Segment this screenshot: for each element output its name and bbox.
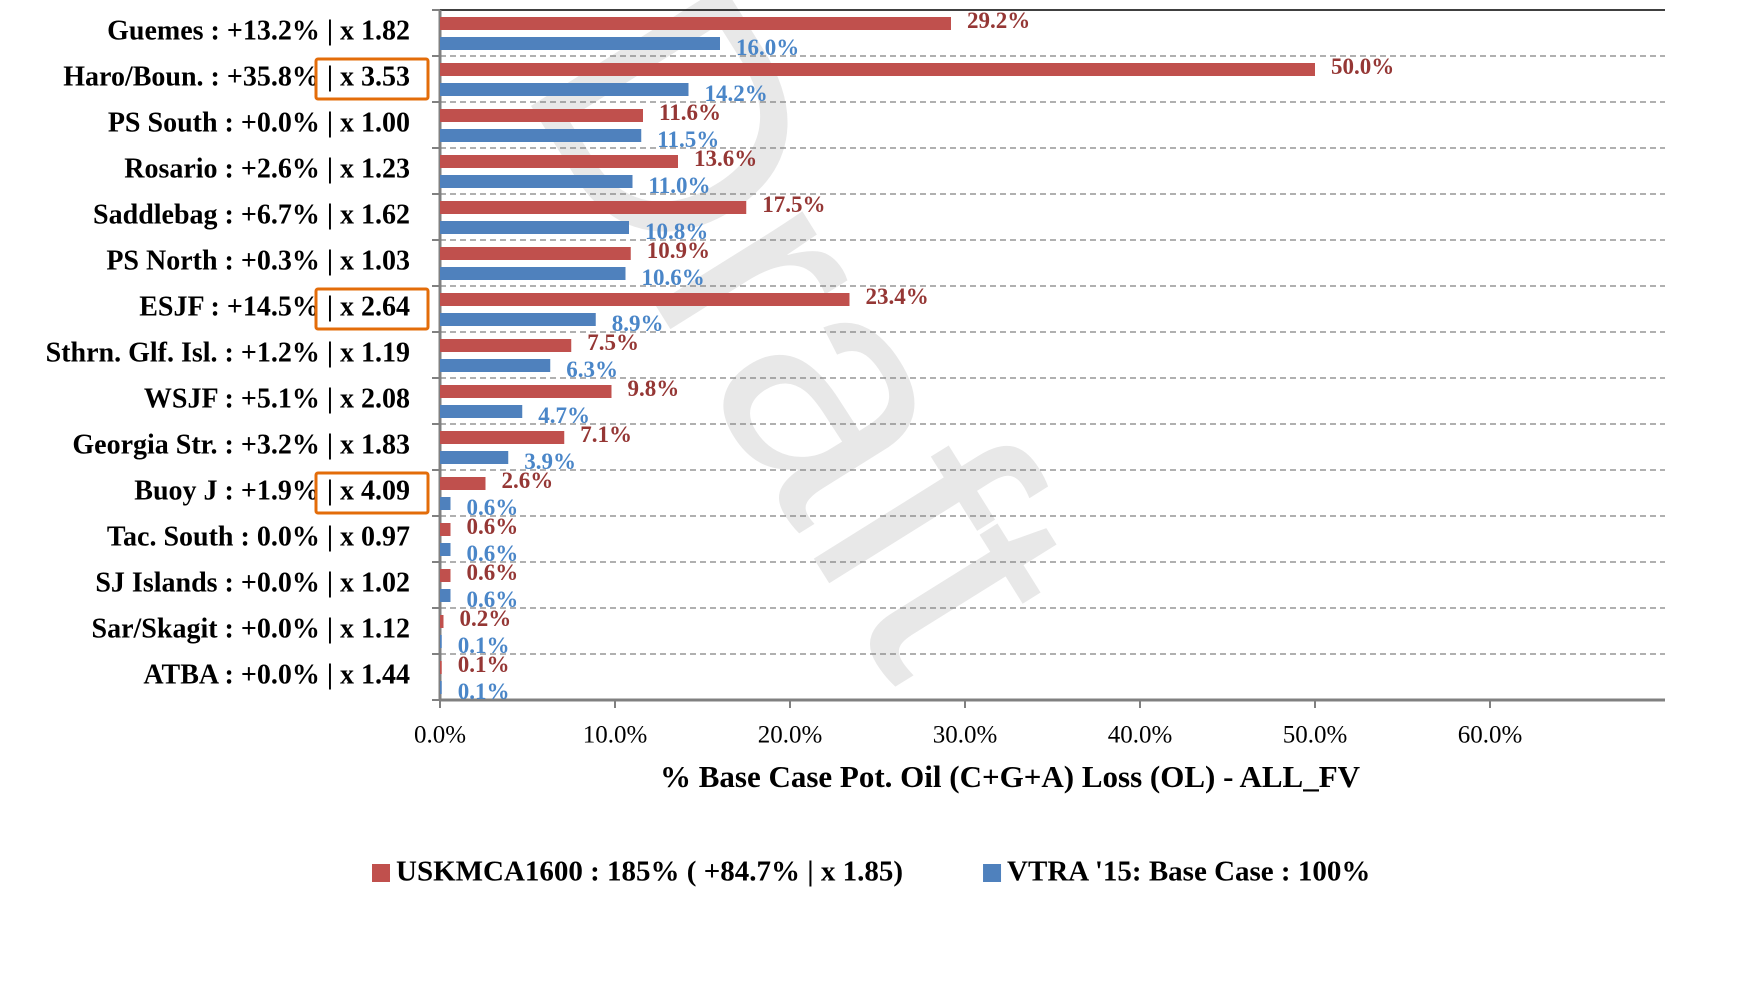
bar (440, 385, 612, 398)
bar (440, 615, 444, 628)
data-label: 0.2% (460, 606, 512, 631)
bar (440, 661, 442, 674)
bar (440, 313, 596, 326)
data-label: 17.5% (762, 192, 825, 217)
highlight-box (314, 471, 430, 515)
category-label: SJ Islands : +0.0% | x 1.02 (95, 567, 410, 598)
x-tick-label: 60.0% (1458, 722, 1523, 749)
data-label: 7.1% (580, 422, 632, 447)
bar (440, 247, 631, 260)
legend-swatch (983, 864, 1002, 882)
data-label: 3.9% (524, 449, 576, 474)
category-label: PS North : +0.3% | x 1.03 (106, 245, 410, 276)
category-label: WSJF : +5.1% | x 2.08 (144, 383, 410, 414)
bar (440, 109, 643, 122)
category-label: Guemes : +13.2% | x 1.82 (107, 15, 410, 46)
bar (440, 431, 565, 444)
data-label: 10.6% (642, 265, 705, 290)
bar (440, 293, 850, 306)
bar (440, 569, 451, 582)
data-label: 10.8% (645, 219, 708, 244)
data-label: 7.5% (587, 330, 639, 355)
data-label: 0.1% (458, 679, 510, 704)
data-label: 16.0% (736, 35, 799, 60)
x-tick-label: 10.0% (583, 722, 648, 749)
bar (440, 201, 747, 214)
bar (440, 339, 572, 352)
data-label: 0.6% (467, 560, 519, 585)
legend-swatch (372, 864, 390, 882)
data-label: 0.6% (467, 587, 519, 612)
bar (440, 17, 951, 30)
data-label: 0.1% (458, 633, 510, 658)
bar (440, 83, 689, 96)
data-label: 6.3% (566, 357, 618, 382)
highlight-box (314, 57, 430, 101)
category-label: Rosario : +2.6% | x 1.23 (124, 153, 410, 184)
category-label: Saddlebag : +6.7% | x 1.62 (93, 199, 410, 230)
bar (440, 63, 1315, 76)
category-label: Haro/Boun. : +35.8% | x 3.53 (63, 61, 410, 92)
category-label: ESJF : +14.5% | x 2.64 (139, 291, 410, 322)
category-label: PS South : +0.0% | x 1.00 (108, 107, 410, 138)
data-label: 11.6% (659, 100, 721, 125)
legend-label: VTRA '15: Base Case : 100% (1007, 856, 1370, 888)
x-tick-label: 20.0% (758, 722, 823, 749)
data-label: 50.0% (1331, 54, 1394, 79)
bar (440, 497, 451, 510)
bar (440, 359, 551, 372)
x-tick-label: 30.0% (933, 722, 998, 749)
highlight-box (314, 287, 430, 331)
data-label: 2.6% (502, 468, 554, 493)
category-label: Sthrn. Glf. Isl. : +1.2% | x 1.19 (46, 337, 410, 368)
bar (440, 175, 633, 188)
category-label: Tac. South : 0.0% | x 0.97 (107, 521, 410, 552)
data-label: 14.2% (705, 81, 768, 106)
category-label: ATBA : +0.0% | x 1.44 (143, 659, 410, 690)
bar (440, 543, 451, 556)
bar (440, 267, 626, 280)
data-label: 0.6% (467, 514, 519, 539)
category-label: Georgia Str. : +3.2% | x 1.83 (72, 429, 410, 460)
category-label: Buoy J : +1.9% | x 4.09 (134, 475, 410, 506)
bar (440, 477, 486, 490)
bar (440, 451, 509, 464)
x-tick-label: 50.0% (1283, 722, 1348, 749)
data-label: 13.6% (694, 146, 757, 171)
bar (440, 523, 451, 536)
data-label: 0.1% (458, 652, 510, 677)
data-label: 11.0% (649, 173, 711, 198)
data-label: 0.6% (467, 495, 519, 520)
data-label: 23.4% (866, 284, 929, 309)
data-label: 8.9% (612, 311, 664, 336)
x-axis-title: % Base Case Pot. Oil (C+G+A) Loss (OL) -… (660, 759, 1361, 794)
bar (440, 405, 523, 418)
category-label: Sar/Skagit : +0.0% | x 1.12 (92, 613, 410, 644)
data-label: 11.5% (657, 127, 719, 152)
bar (440, 155, 678, 168)
bar (440, 635, 442, 648)
x-tick-label: 40.0% (1108, 722, 1173, 749)
bar (440, 129, 642, 142)
bar (440, 681, 442, 694)
data-label: 4.7% (538, 403, 590, 428)
data-label: 0.6% (467, 541, 519, 566)
x-tick-label: 0.0% (414, 722, 466, 749)
data-label: 9.8% (628, 376, 680, 401)
legend-label: USKMCA1600 : 185% ( +84.7% | x 1.85) (396, 856, 903, 888)
bar (440, 221, 629, 234)
data-label: 29.2% (967, 8, 1030, 33)
data-label: 10.9% (647, 238, 710, 263)
bar (440, 589, 451, 602)
bar (440, 37, 720, 50)
